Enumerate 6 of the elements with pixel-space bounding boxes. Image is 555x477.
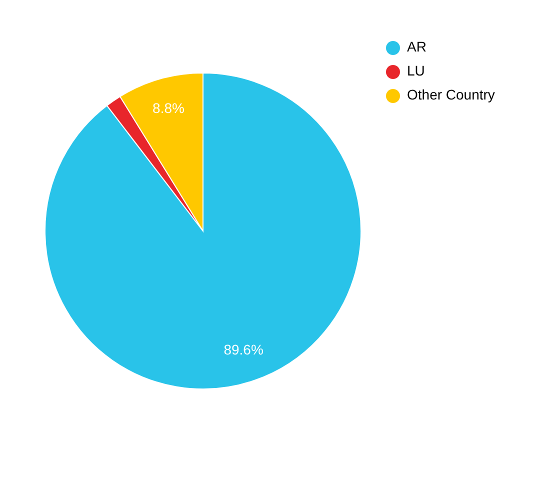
- data-label: 8.8%: [152, 100, 184, 116]
- legend-label: LU: [407, 62, 425, 79]
- legend-label: Other Country: [407, 86, 495, 103]
- data-label: 89.6%: [224, 341, 264, 358]
- pie-slice: [44, 72, 362, 390]
- legend-label: AR: [407, 38, 426, 55]
